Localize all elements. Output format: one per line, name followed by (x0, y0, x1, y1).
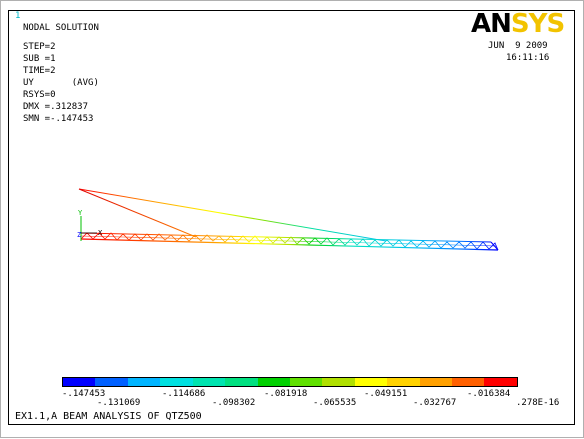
axis-x-label: X (98, 229, 103, 237)
contour-legend-bar (62, 377, 518, 387)
info-dmx: DMX =.312837 (23, 102, 89, 112)
logo-an: AN (471, 9, 512, 39)
truss-bottom-chord (80, 238, 499, 251)
axis-y-label: Y (78, 209, 83, 217)
legend-label-3: -.114686 (162, 389, 206, 399)
legend-swatch-2 (95, 378, 128, 386)
legend-swatch-7 (257, 378, 290, 386)
legend-label-10: .278E-16 (516, 398, 560, 408)
legend-swatch-12 (419, 378, 453, 386)
logo-sys: SYS (510, 9, 565, 39)
time-stamp: 16:11:16 (506, 53, 550, 63)
truss-top-chord (80, 232, 492, 243)
short-tie-rod (78, 188, 197, 238)
legend-label-4: -.098302 (212, 398, 256, 408)
legend-swatch-1 (63, 378, 96, 386)
legend-swatch-11 (387, 378, 420, 386)
ansys-logo: ANSYS (471, 9, 565, 39)
long-tie-rod (78, 188, 387, 242)
legend-swatch-4 (160, 378, 193, 386)
legend-swatch-10 (354, 378, 388, 386)
legend-swatch-5 (192, 378, 226, 386)
date-stamp: JUN 9 2009 (488, 41, 548, 51)
info-result: UY (AVG) (23, 78, 99, 88)
truss-tip (490, 241, 499, 251)
axis-z-label: Z (77, 231, 81, 239)
legend-label-9: -.016384 (467, 389, 511, 399)
info-rsys: RSYS=0 (23, 90, 56, 100)
legend-swatch-13 (452, 378, 485, 386)
legend-label-6: -.065535 (313, 398, 357, 408)
graphics-viewport[interactable] (8, 10, 575, 425)
legend-swatch-8 (289, 378, 323, 386)
info-step: STEP=2 (23, 42, 56, 52)
legend-label-7: -.049151 (364, 389, 408, 399)
plot-caption: EX1.1,A BEAM ANALYSIS OF QTZ500 (15, 411, 202, 422)
legend-swatch-14 (484, 378, 517, 386)
info-smn: SMN =-.147453 (23, 114, 94, 124)
legend-swatch-9 (322, 378, 355, 386)
info-time: TIME=2 (23, 66, 56, 76)
solution-title: NODAL SOLUTION (23, 23, 99, 33)
truss-lacing (80, 232, 499, 251)
legend-label-1: -.147453 (62, 389, 106, 399)
legend-swatch-3 (127, 378, 161, 386)
legend-label-2: -.131069 (97, 398, 141, 408)
legend-swatch-6 (225, 378, 258, 386)
legend-label-8: -.032767 (413, 398, 457, 408)
legend-label-5: -.081918 (264, 389, 308, 399)
window-number: 1 (15, 11, 21, 21)
info-sub: SUB =1 (23, 54, 56, 64)
